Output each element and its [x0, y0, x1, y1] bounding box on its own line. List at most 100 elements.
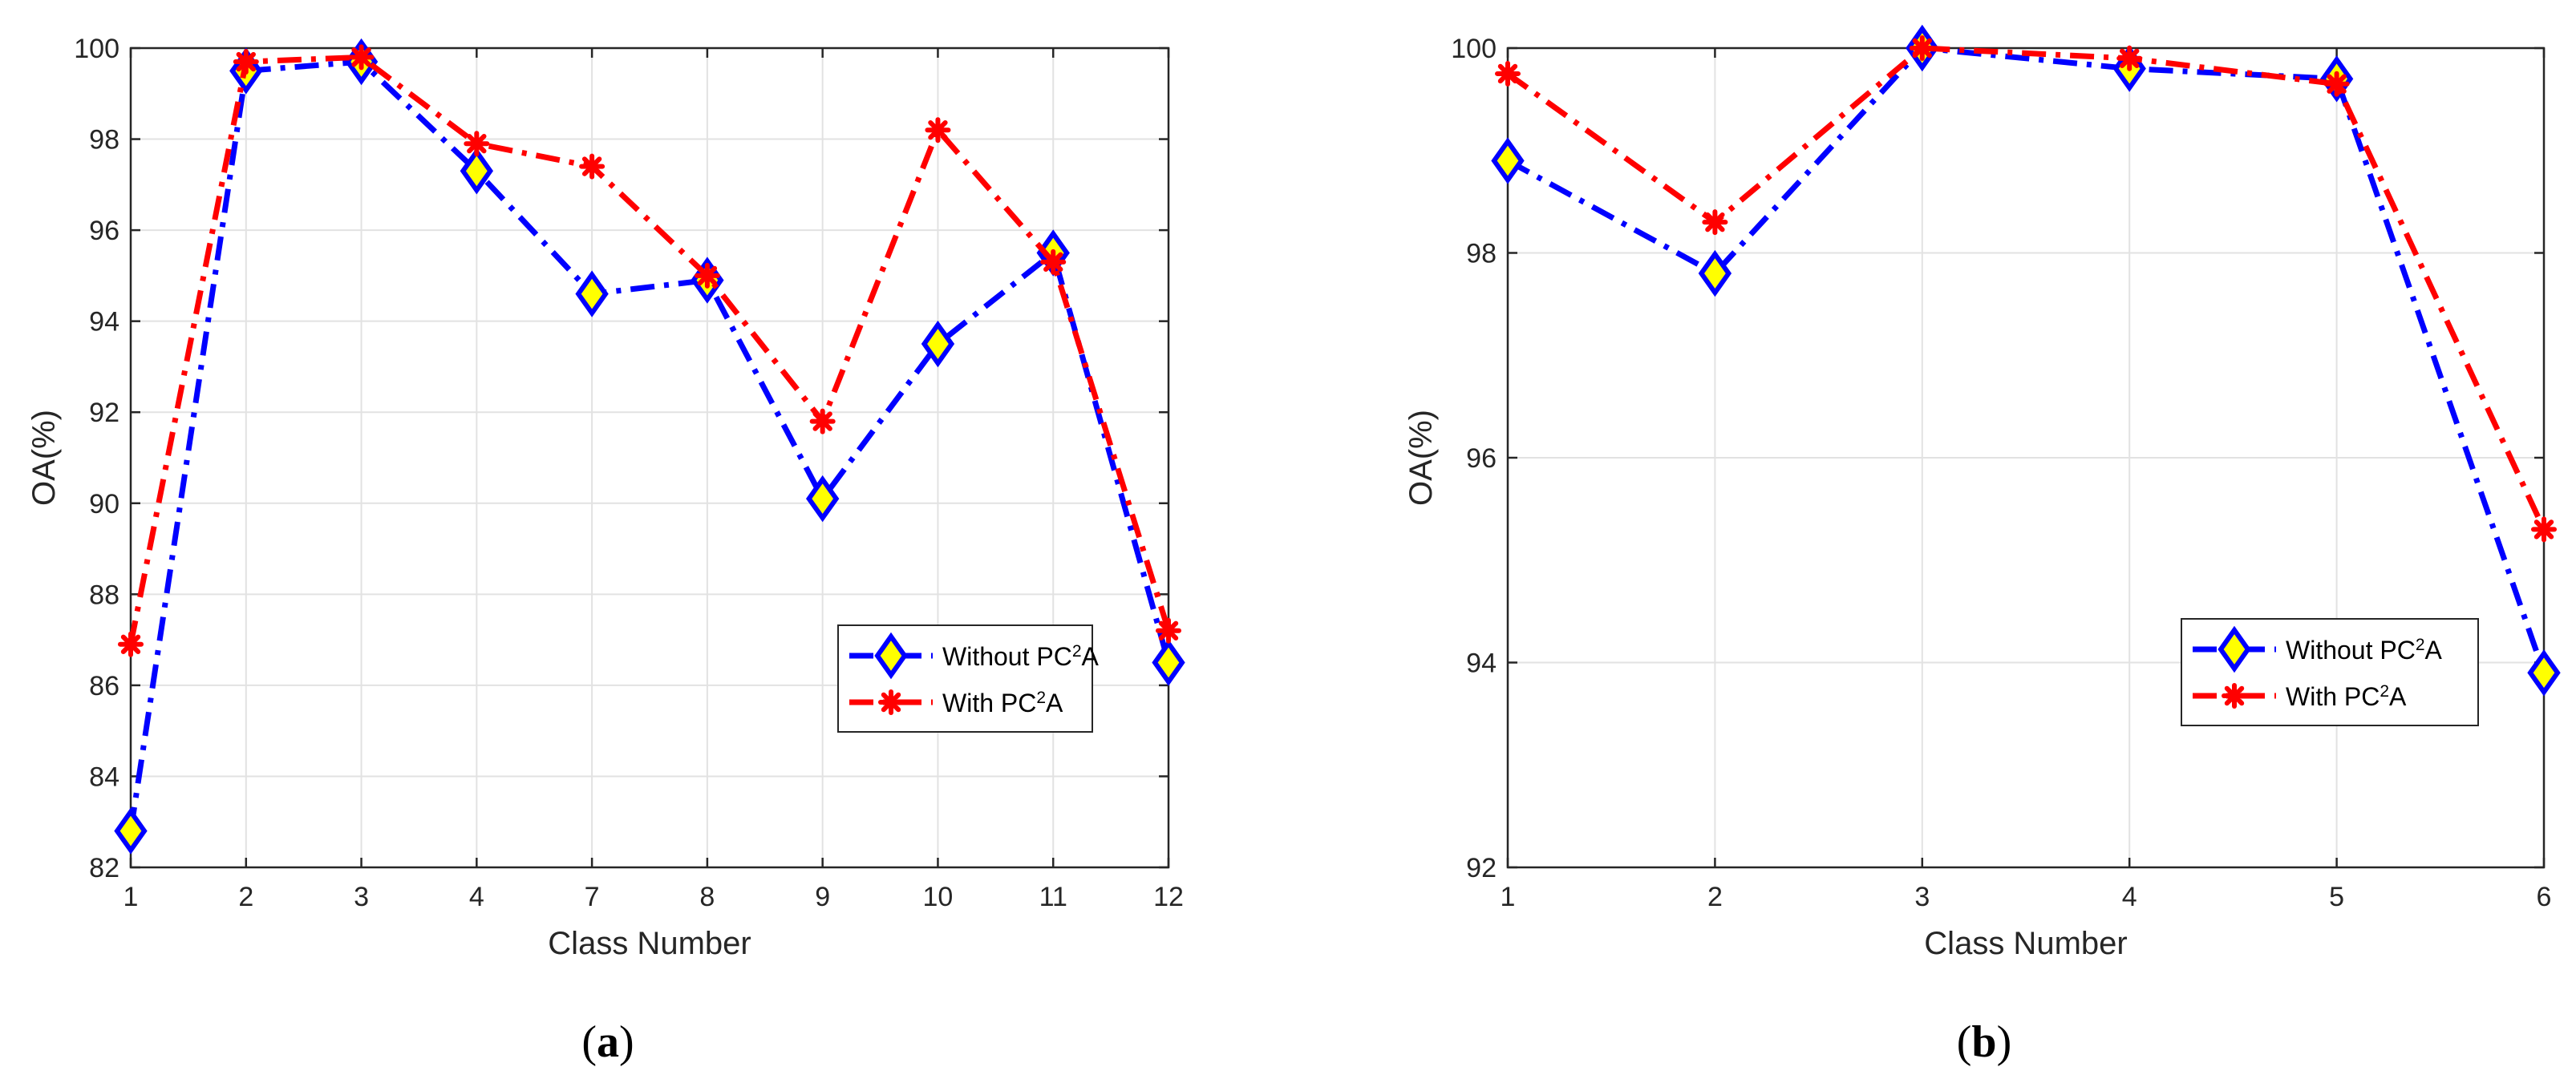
x-axis-label-b: Class Number: [1924, 926, 2127, 961]
y-tick-label-b-3: 98: [1466, 239, 1497, 269]
series-a-1-point-6-core: [817, 416, 828, 426]
series-a-1-point-0: [118, 631, 144, 657]
series-a-1-point-4: [579, 153, 606, 180]
series-a-0-point-7: [921, 320, 955, 368]
legend-a: Without PC2A With PC2A: [837, 624, 1100, 733]
series-b-0-point-0: [1491, 137, 1525, 184]
legend-label-b-0: Without PC2A: [2286, 636, 2443, 665]
series-b-1-point-2: [1909, 35, 1935, 61]
series-a-0-point-9: [1152, 639, 1185, 686]
plot-area-a: [131, 48, 1169, 867]
legend-label-b-1: With PC2A: [2286, 682, 2407, 712]
y-tick-label-a-2: 86: [89, 671, 119, 701]
series-a-0-line: [128, 59, 1172, 832]
x-tick-label-a-3: 4: [469, 882, 484, 912]
series-a-1-point-2-core: [356, 52, 367, 63]
legend-label-a-1: With PC2A: [942, 689, 1063, 718]
legend-marker-b-1-point-0-core: [2230, 691, 2239, 701]
x-axis-label-a: Class Number: [548, 926, 751, 961]
series-a-1-point-9: [1156, 617, 1181, 644]
series-a-1-point-6: [809, 408, 836, 434]
x-tick-label-a-9: 12: [1153, 882, 1184, 912]
series-b-1-point-4: [2323, 71, 2350, 97]
series-a-1-point-1-core: [241, 57, 251, 67]
x-tick-label-a-1: 2: [238, 882, 253, 912]
series-a-1-point-7: [925, 117, 951, 143]
series-b-0-point-5: [2527, 649, 2561, 697]
series-a-0-point-0: [114, 807, 148, 855]
panel-caption-a: (a): [581, 1017, 634, 1067]
series-b-1: [1495, 35, 2557, 543]
y-axis-label-a: OA(%): [26, 410, 62, 506]
x-tick-label-a-5: 8: [699, 882, 715, 912]
y-tick-label-b-2: 96: [1466, 443, 1497, 474]
series-a-1-point-7-core: [933, 125, 943, 135]
series-b-0-point-1: [1698, 249, 1732, 297]
series-b-0: [1491, 24, 2561, 697]
series-a-1-point-3-core: [472, 139, 482, 149]
y-tick-label-a-3: 88: [89, 580, 119, 610]
series-b-1-point-0-core: [1503, 68, 1513, 79]
series-b-1-point-5: [2531, 516, 2557, 543]
series-a-0-point-6: [805, 475, 840, 523]
y-tick-label-a-6: 94: [89, 307, 119, 337]
legend-marker-a-1-point-0: [878, 689, 904, 715]
x-tick-label-a-7: 10: [923, 882, 954, 912]
y-tick-label-b-4: 100: [1451, 34, 1497, 64]
series-b-1-point-0: [1495, 60, 1521, 87]
y-tick-label-a-9: 100: [74, 34, 119, 64]
x-tick-label-a-4: 7: [585, 882, 600, 912]
series-a-0-point-3: [460, 147, 494, 195]
series-a-1: [118, 44, 1181, 657]
y-tick-label-b-0: 92: [1466, 853, 1497, 883]
series-a-1-point-8-core: [1048, 257, 1059, 267]
series-a-1-point-0-core: [126, 639, 136, 649]
series-b-1-line: [1505, 45, 2547, 531]
legend-marker-b-1-point-0: [2222, 683, 2247, 709]
series-b-1-point-3-core: [2124, 53, 2135, 63]
y-axis-label-b: OA(%): [1403, 410, 1439, 506]
legend-marker-a-0-point-0: [874, 632, 908, 680]
y-tick-label-a-0: 82: [89, 853, 119, 883]
series-a-1-point-3: [464, 131, 490, 157]
y-tick-label-b-1: 94: [1466, 649, 1497, 679]
ticks-b: 1 2 3 4 5 6 92 94 96 98 100: [1451, 34, 2551, 912]
legend-marker-b-0-point-0: [2218, 625, 2251, 673]
x-tick-label-b-2: 3: [1914, 882, 1930, 912]
x-tick-label-a-2: 3: [354, 882, 369, 912]
series-a-1-point-4-core: [587, 161, 597, 172]
series-b-1-point-1: [1702, 209, 1728, 236]
series-a-1-point-2: [348, 44, 375, 71]
axes-box-a: [129, 46, 1170, 869]
panel-caption-b: (b): [1957, 1017, 2011, 1067]
x-tick-label-a-0: 1: [124, 882, 139, 912]
x-tick-label-b-1: 2: [1707, 882, 1723, 912]
y-tick-label-a-4: 90: [89, 489, 119, 519]
chart-panel-a: 1 2 3 4 7 8 9 10 11 12828486889092949698100Class …: [26, 34, 1185, 1067]
y-tick-label-a-7: 96: [89, 216, 119, 246]
chart-panel-b: 1 2 3 4 5 6 92 94 96 98 100 Class Number OA(%) Withou…: [1403, 24, 2561, 1067]
series-b-1-point-3: [2116, 45, 2143, 71]
x-tick-label-b-3: 4: [2122, 882, 2137, 912]
legend-b: Without PC2A With PC2A: [2181, 618, 2479, 726]
y-tick-label-a-5: 92: [89, 398, 119, 428]
y-tick-label-a-8: 98: [89, 125, 119, 156]
legend-label-a-0: Without PC2A: [942, 642, 1100, 672]
legend-box-a: [837, 624, 1093, 733]
legend-marker-a-1-point-0-core: [886, 697, 896, 707]
x-tick-label-a-8: 11: [1039, 882, 1067, 912]
series-b-1-point-5-core: [2539, 524, 2549, 535]
series-a-1-point-9-core: [1164, 625, 1173, 636]
series-a-0-point-4: [575, 270, 609, 317]
x-tick-label-b-0: 1: [1501, 882, 1516, 912]
series-a-1-point-8: [1040, 249, 1067, 275]
series-a-1-point-5: [694, 262, 720, 289]
y-tick-label-a-1: 84: [89, 762, 119, 792]
series-b-1-point-4-core: [2331, 79, 2342, 89]
x-tick-label-b-4: 5: [2329, 882, 2344, 912]
x-tick-label-b-5: 6: [2537, 882, 2552, 912]
series-b-1-point-2-core: [1917, 43, 1927, 53]
series-a-1-point-5-core: [702, 270, 712, 281]
